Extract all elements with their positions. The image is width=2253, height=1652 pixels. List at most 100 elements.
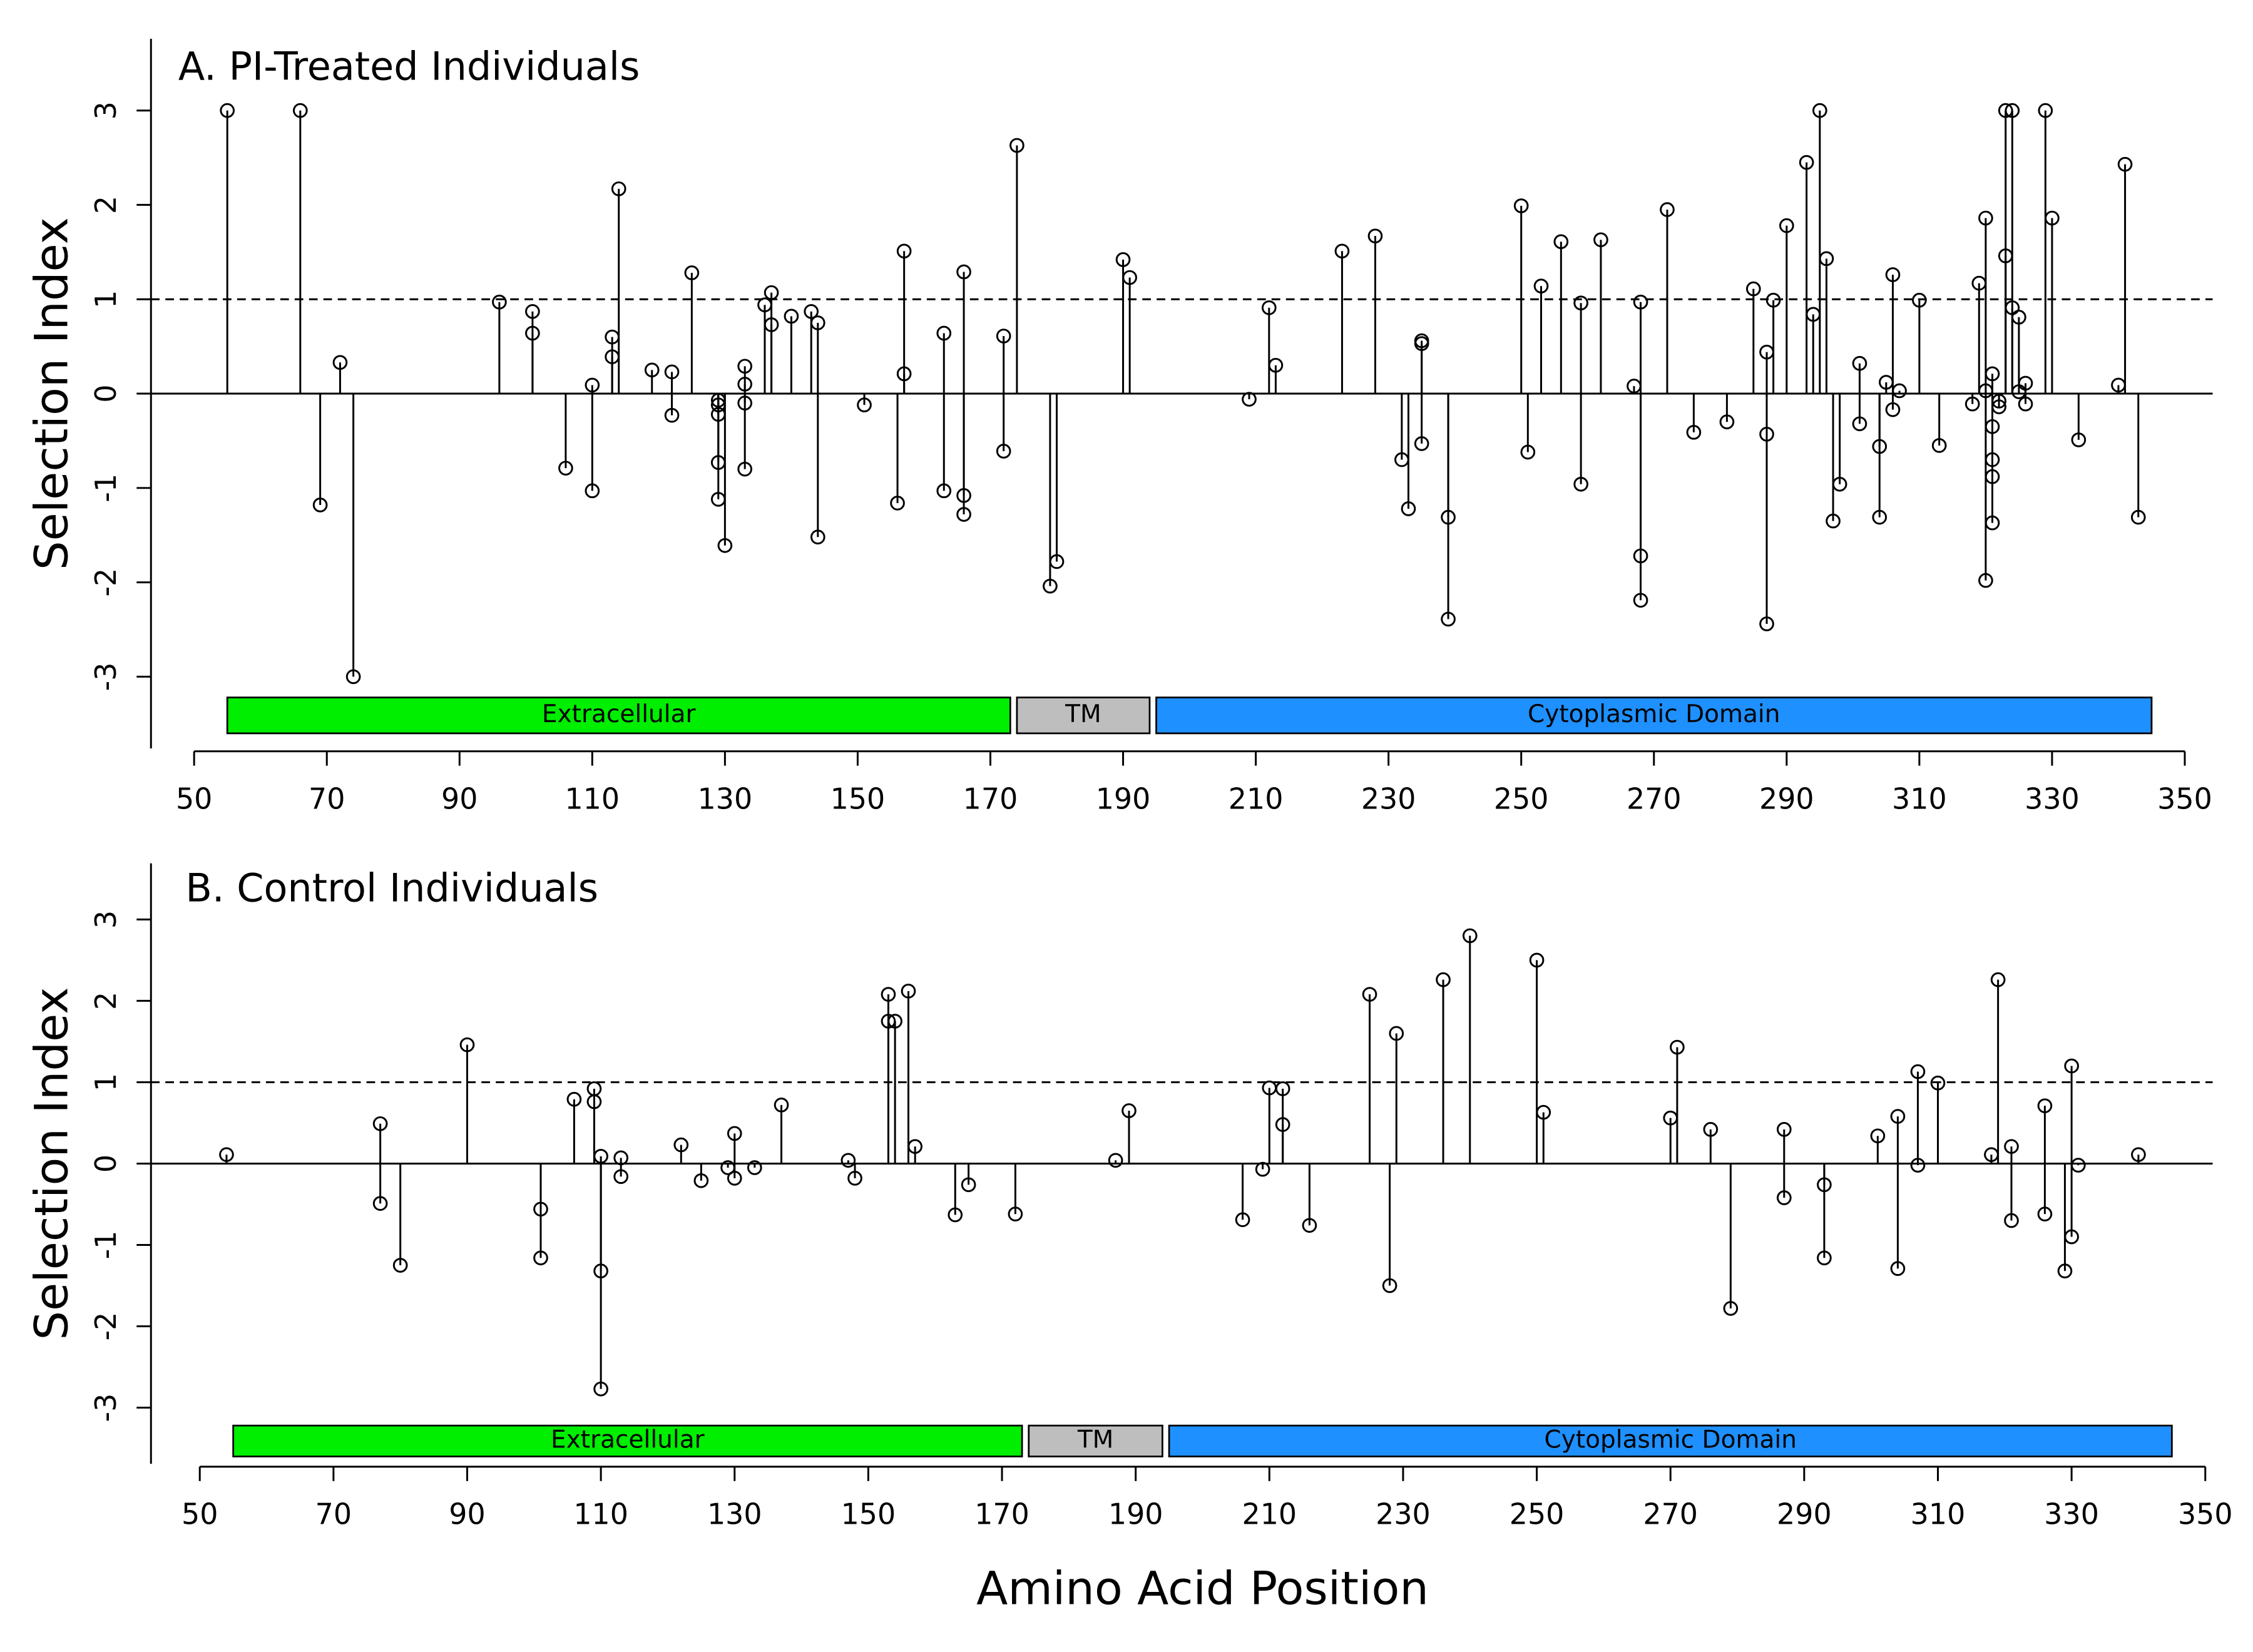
x-tick-label: 170	[963, 782, 1018, 815]
point	[1686, 425, 1702, 440]
point	[1261, 300, 1277, 315]
point	[1779, 218, 1794, 233]
point	[1553, 234, 1569, 250]
point	[2064, 1229, 2079, 1245]
y-tick-label: 2	[89, 196, 123, 214]
point	[737, 461, 753, 477]
point	[525, 303, 540, 319]
point	[1275, 1117, 1290, 1132]
point	[345, 669, 361, 685]
point	[1049, 554, 1065, 569]
x-tick-label: 250	[1494, 782, 1549, 815]
point	[585, 377, 600, 393]
point	[1890, 1109, 1906, 1124]
point	[1852, 416, 1867, 432]
point	[1910, 1158, 1926, 1173]
point	[727, 1126, 742, 1141]
point	[747, 1160, 762, 1175]
x-tick-label: 350	[2157, 782, 2212, 815]
y-tick-label: -3	[89, 1394, 123, 1422]
point	[1108, 1153, 1123, 1168]
point	[611, 181, 626, 196]
point	[764, 317, 779, 332]
point	[1964, 396, 1980, 412]
point	[372, 1196, 388, 1211]
point	[774, 1098, 789, 1113]
x-tick-label: 350	[2178, 1497, 2233, 1531]
x-tick-label: 190	[1108, 1497, 1163, 1531]
x-axis-label: Amino Acid Position	[976, 1563, 1429, 1616]
point	[585, 483, 600, 499]
point	[525, 325, 540, 341]
point	[613, 1169, 629, 1185]
y-tick-label: 3	[89, 101, 123, 120]
point	[1268, 357, 1284, 373]
x-tick-label: 330	[2025, 782, 2080, 815]
point	[1533, 278, 1549, 293]
domain-bar	[232, 1424, 1023, 1457]
point	[1414, 436, 1429, 451]
point	[896, 366, 912, 382]
point	[810, 315, 825, 330]
point	[1912, 292, 1927, 308]
x-tick-label: 50	[176, 782, 212, 815]
domain-label: Cytoplasmic Domain	[1528, 700, 1780, 728]
point	[332, 355, 348, 370]
point	[1990, 972, 2006, 987]
point	[1462, 928, 1478, 944]
x-tick-label: 310	[1911, 1497, 1966, 1531]
point	[1930, 1075, 1946, 1091]
y-axis-label: Selection Index	[25, 217, 78, 570]
point	[1275, 1081, 1290, 1096]
point	[219, 1147, 234, 1162]
point	[492, 294, 507, 310]
domain-bar	[226, 696, 1011, 735]
point	[586, 1094, 602, 1109]
point	[2038, 103, 2053, 118]
point	[558, 461, 573, 476]
point	[896, 243, 912, 259]
point	[1334, 243, 1350, 259]
point	[2057, 1263, 2073, 1278]
point	[956, 507, 971, 522]
x-tick-label: 90	[449, 1497, 485, 1531]
y-tick-label: -2	[89, 568, 123, 597]
point	[764, 285, 779, 300]
point	[1573, 476, 1588, 492]
point	[1978, 210, 1993, 226]
x-tick-label: 290	[1777, 1497, 1832, 1531]
point	[717, 538, 733, 553]
point	[1819, 251, 1834, 267]
point	[664, 407, 680, 423]
point	[1633, 294, 1648, 310]
x-tick-label: 250	[1510, 1497, 1565, 1531]
point	[2071, 432, 2087, 447]
point	[996, 444, 1011, 459]
x-tick-label: 230	[1361, 782, 1416, 815]
x-tick-label: 270	[1627, 782, 1682, 815]
x-tick-label: 290	[1759, 782, 1814, 815]
point	[1008, 1206, 1023, 1221]
point	[1633, 593, 1648, 608]
point	[1043, 578, 1058, 594]
x-tick-label: 230	[1376, 1497, 1431, 1531]
domain-bar	[1155, 696, 2153, 735]
point	[2004, 1139, 2019, 1154]
point	[533, 1250, 548, 1266]
point	[996, 329, 1011, 344]
point	[901, 984, 916, 999]
point	[1009, 138, 1024, 153]
point	[2070, 1158, 2086, 1173]
x-tick-label: 130	[707, 1497, 762, 1531]
point	[372, 1116, 388, 1131]
point	[961, 1177, 976, 1193]
point	[392, 1258, 408, 1273]
point	[2037, 1098, 2053, 1113]
point	[1745, 281, 1761, 297]
x-tick-label: 130	[698, 782, 753, 815]
point	[2064, 1058, 2079, 1074]
x-tick-label: 150	[830, 782, 886, 815]
x-tick-label: 210	[1242, 1497, 1297, 1531]
